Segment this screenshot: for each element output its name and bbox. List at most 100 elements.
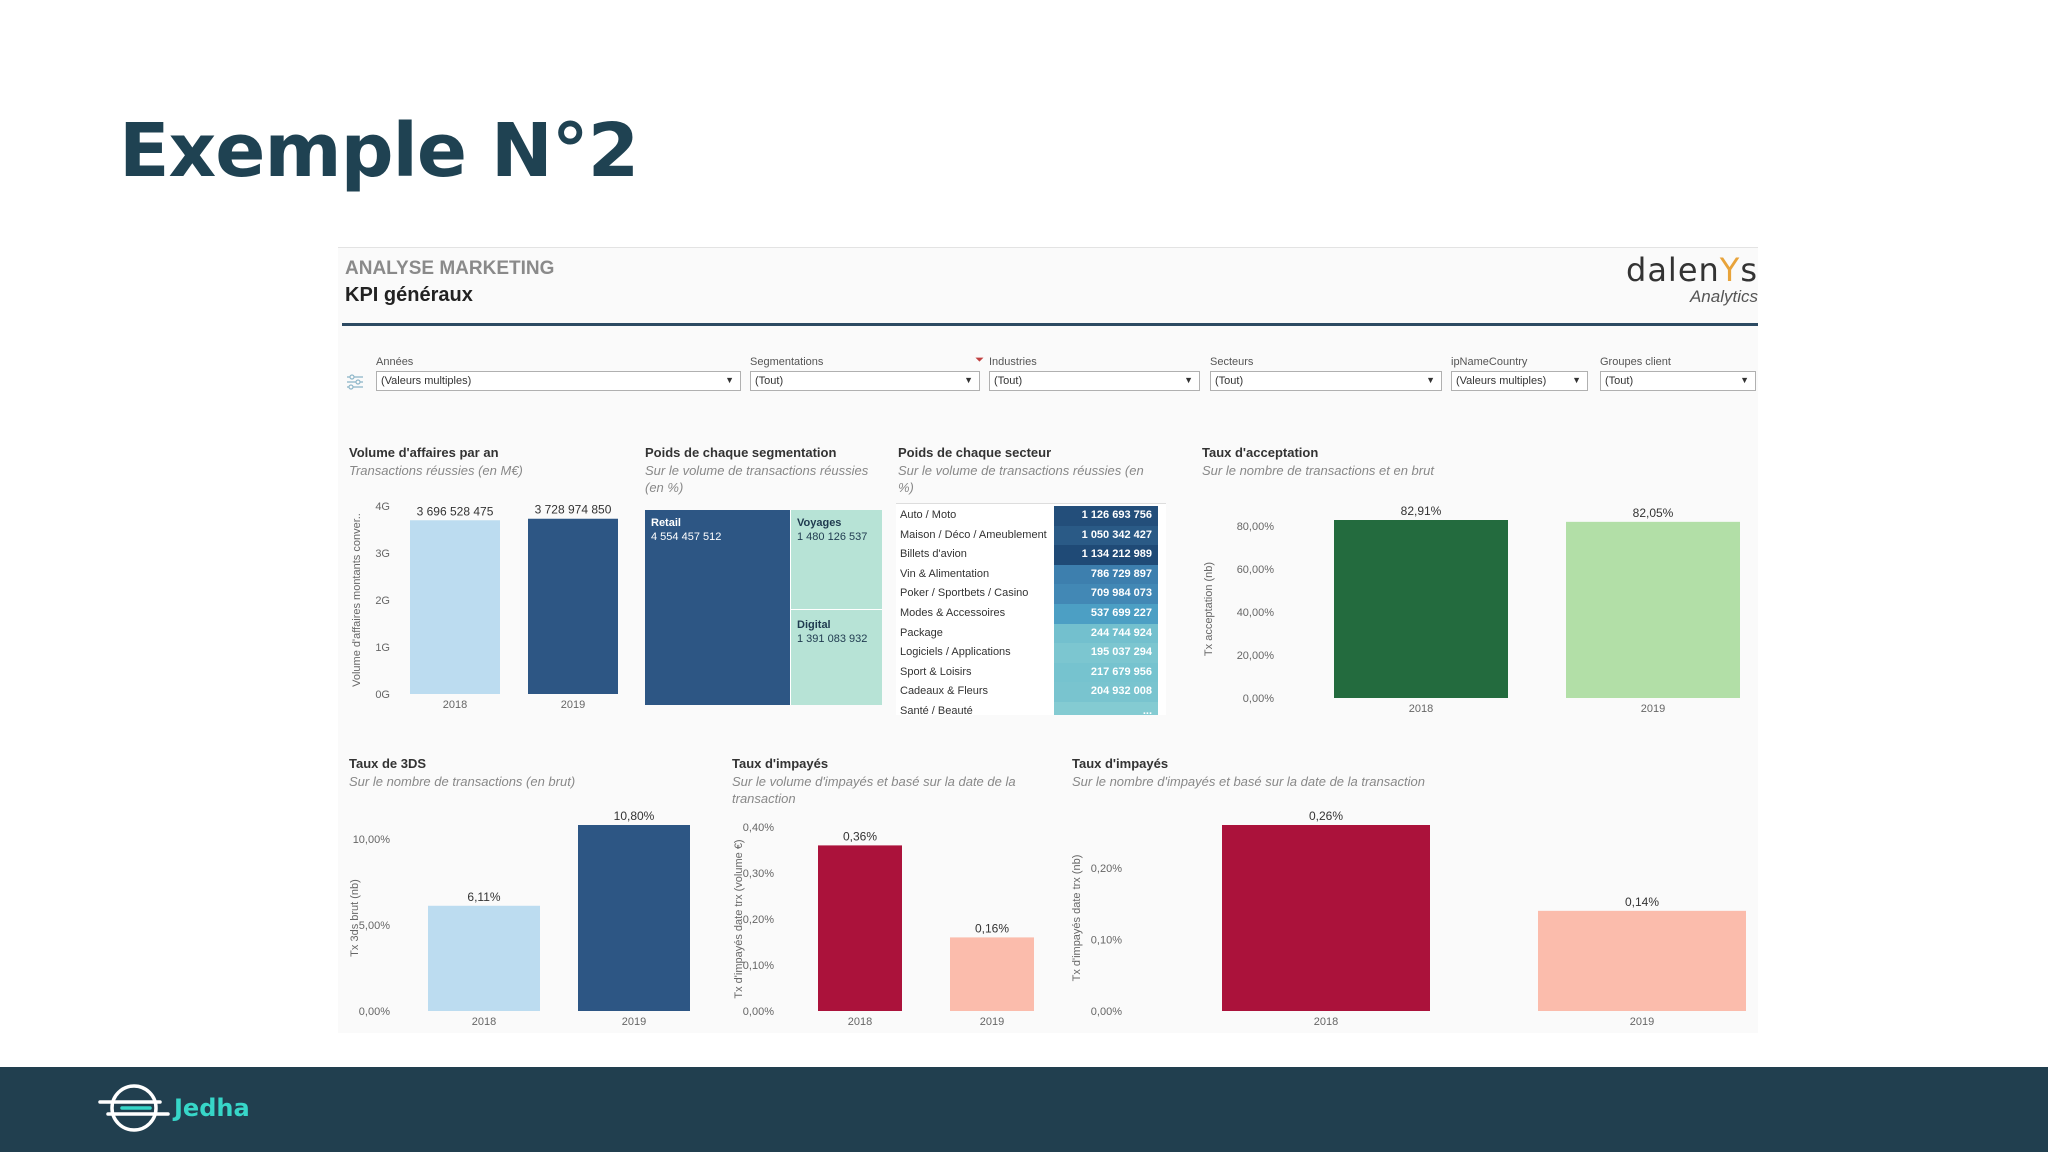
sector-row[interactable]: Poker / Sportbets / Casino 709 984 073 <box>896 584 1166 604</box>
bar <box>428 905 540 1011</box>
y-tick-label: 0,00% <box>743 1006 774 1018</box>
panel-subtitle-acceptation: Sur le nombre de transactions et en brut <box>1202 463 1434 478</box>
y-tick-label: 80,00% <box>1237 521 1275 533</box>
filter-value: (Valeurs multiples) <box>1456 375 1547 387</box>
chevron-down-icon: ▼ <box>725 375 734 385</box>
chevron-down-icon: ▼ <box>1740 375 1749 385</box>
sector-list[interactable]: Auto / Moto 1 126 693 756 Maison / Déco / … <box>896 503 1166 715</box>
bar-value-label: 0,16% <box>975 921 1009 935</box>
bar <box>1222 825 1430 1011</box>
filter-value: (Tout) <box>1215 375 1244 387</box>
y-tick-label: 0,00% <box>359 1006 390 1018</box>
panel-title-secteur: Poids de chaque secteur <box>898 445 1052 460</box>
segment-value: 4 554 457 512 <box>651 531 722 543</box>
filter-label: Segmentations <box>750 356 824 368</box>
treemap-cell-retail[interactable]: Retail 4 554 457 512 <box>645 510 790 705</box>
sector-row[interactable]: Cadeaux & Fleurs 204 932 008 <box>896 682 1166 702</box>
y-tick-label: 0,10% <box>743 960 774 972</box>
footer-bar: Jedha <box>0 1067 2048 1152</box>
filter-segmentations-select[interactable]: (Tout) ▼ <box>750 371 980 391</box>
y-axis-label: Volume d'affaires montants conver.. <box>351 513 363 687</box>
y-tick-label: 60,00% <box>1237 564 1275 576</box>
filters-icon[interactable] <box>346 374 364 390</box>
brand-name: dalenYs <box>1626 251 1758 289</box>
y-tick-label: 40,00% <box>1237 607 1275 619</box>
jedha-logo-text: Jedha <box>174 1094 250 1122</box>
bar <box>818 845 902 1011</box>
bar-value-label: 6,11% <box>467 890 500 904</box>
header-divider <box>342 323 1758 326</box>
filter-groupes-select[interactable]: (Tout) ▼ <box>1600 371 1756 391</box>
y-axis-label: Tx d'impayés date trx (nb) <box>1071 855 1083 982</box>
panel-subtitle-impayes-vol: Sur le volume d'impayés et basé sur la d… <box>732 774 1016 806</box>
brand-name-y: Y <box>1719 251 1741 289</box>
x-tick-label: 2019 <box>1630 1016 1654 1028</box>
segment-name: Retail <box>651 517 681 529</box>
sector-row[interactable]: Logiciels / Applications 195 037 294 <box>896 643 1166 663</box>
sector-name: Santé / Beauté <box>900 705 973 715</box>
clear-filter-icon[interactable]: ⏷ <box>975 354 984 366</box>
treemap-cell-voyages[interactable]: Voyages 1 480 126 537 <box>790 510 882 610</box>
y-tick-label: 2G <box>375 595 390 607</box>
x-tick-label: 2018 <box>1409 703 1433 715</box>
chart-impayes-nb: Tx d'impayés date trx (nb) 0,00% 0,10% 0,20… <box>1062 803 1752 1028</box>
filter-annees-select[interactable]: (Valeurs multiples) ▼ <box>376 371 741 391</box>
chevron-down-icon: ▼ <box>1184 375 1193 385</box>
filter-label: Groupes client <box>1600 356 1671 368</box>
chevron-down-icon: ▼ <box>1426 375 1435 385</box>
bar <box>528 518 618 694</box>
sector-name: Sport & Loisirs <box>900 665 972 678</box>
y-tick-label: 0,20% <box>1091 863 1122 875</box>
sector-row[interactable]: Vin & Alimentation 786 729 897 <box>896 564 1166 585</box>
sector-name: Maison / Déco / Ameublement <box>900 528 1047 541</box>
y-tick-label: 10,00% <box>353 834 391 846</box>
filter-label: Secteurs <box>1210 356 1254 368</box>
sector-name: Cadeaux & Fleurs <box>900 685 989 698</box>
chevron-down-icon: ▼ <box>964 375 973 385</box>
sector-value: 537 699 227 <box>1054 604 1158 624</box>
panel-subtitle-tds: Sur le nombre de transactions (en brut) <box>349 774 576 789</box>
sector-value: 244 744 924 <box>1054 623 1158 644</box>
x-tick-label: 2018 <box>848 1016 872 1028</box>
filter-label: ipNameCountry <box>1451 356 1528 368</box>
bar <box>578 825 690 1011</box>
y-tick-label: 0,00% <box>1091 1006 1122 1018</box>
x-tick-label: 2019 <box>622 1016 646 1028</box>
chart-svg: Tx 3ds brut (nb) 0,00% 5,00% 10,00% 6,11% 201… <box>349 809 690 1028</box>
treemap-cell-digital[interactable]: Digital 1 391 083 932 <box>790 610 882 705</box>
panel-title-acceptation: Taux d'acceptation <box>1202 445 1319 460</box>
sector-row[interactable]: Billets d'avion 1 134 212 989 <box>896 545 1166 565</box>
sector-name: Logiciels / Applications <box>900 646 1011 659</box>
filter-label: Industries <box>989 356 1037 368</box>
sector-value: 204 932 008 <box>1054 682 1158 702</box>
x-tick-label: 2018 <box>1314 1016 1338 1028</box>
sector-row[interactable]: Modes & Accessoires 537 699 227 <box>896 604 1166 624</box>
sector-row[interactable]: Auto / Moto 1 126 693 756 <box>896 506 1166 526</box>
chevron-down-icon: ▼ <box>1572 375 1581 385</box>
y-tick-label: 5,00% <box>359 920 390 932</box>
panel-title-volume: Volume d'affaires par an <box>349 445 499 460</box>
filter-country-select[interactable]: (Valeurs multiples) ▼ <box>1451 371 1588 391</box>
panel-subtitle-volume: Transactions réussies (en M€) <box>349 463 523 478</box>
segment-name: Digital <box>797 619 831 631</box>
y-tick-label: 20,00% <box>1237 650 1275 662</box>
chart-svg: Tx acceptation (nb) 0,00% 20,00% 40,00% 60,0… <box>1203 504 1740 715</box>
brand-name-part: s <box>1740 251 1758 289</box>
y-axis-label: Tx acceptation (nb) <box>1203 562 1215 656</box>
sector-row[interactable]: Maison / Déco / Ameublement 1 050 342 427 <box>896 525 1166 546</box>
y-tick-label: 4G <box>375 501 390 513</box>
brand-logo: dalenYs Analytics <box>1626 251 1758 307</box>
sector-name: Poker / Sportbets / Casino <box>900 587 1029 600</box>
filter-secteurs-select[interactable]: (Tout) ▼ <box>1210 371 1442 391</box>
y-tick-label: 0,10% <box>1091 934 1122 946</box>
sector-value: 1 126 693 756 <box>1054 506 1158 526</box>
sector-row[interactable]: Package 244 744 924 <box>896 623 1166 644</box>
brand-sub: Analytics <box>1689 287 1758 306</box>
sector-row[interactable]: Santé / Beauté... <box>896 702 1166 715</box>
treemap-label: Retail 4 554 457 512 <box>651 516 721 544</box>
filter-industries-select[interactable]: (Tout) ▼ <box>989 371 1200 391</box>
sector-row[interactable]: Sport & Loisirs 217 679 956 <box>896 662 1166 683</box>
filter-annees: Années (Valeurs multiples) ▼ <box>376 356 741 391</box>
sector-value: ... <box>1054 702 1158 715</box>
